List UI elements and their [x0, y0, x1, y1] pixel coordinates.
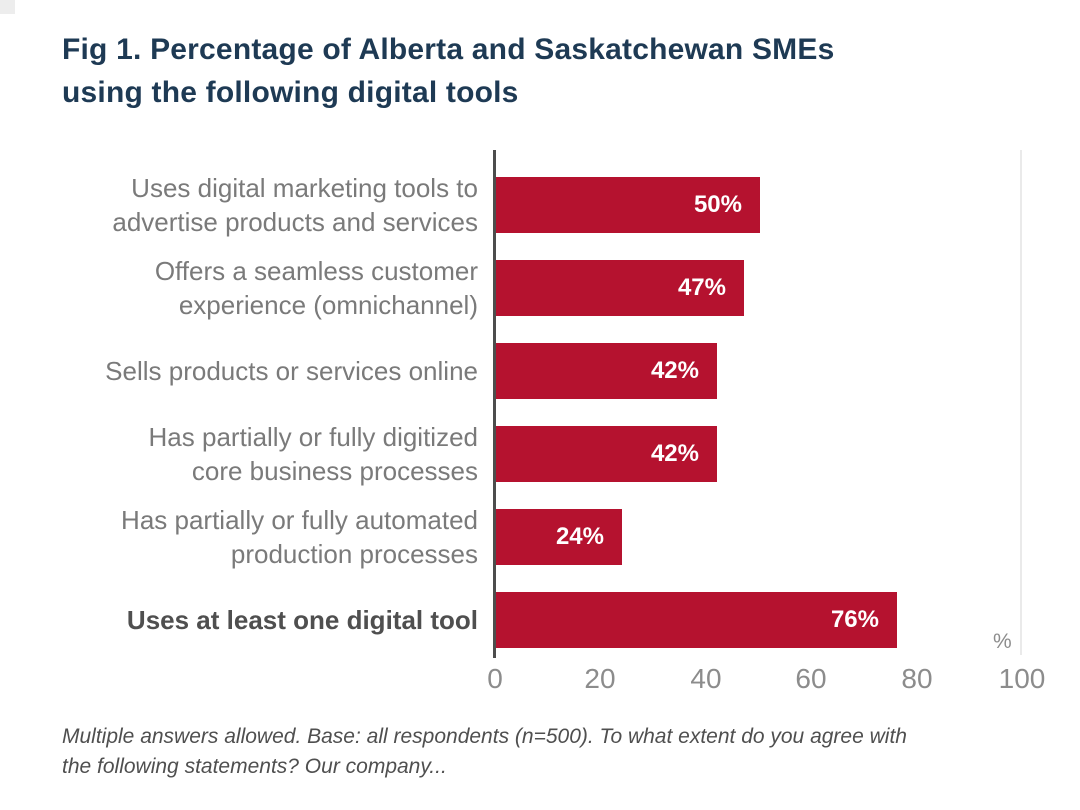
- bar-row: Has partially or fully automated product…: [0, 495, 1080, 578]
- category-label: Uses at least one digital tool: [126, 604, 478, 635]
- value-label: 42%: [650, 356, 699, 384]
- footnote: Multiple answers allowed. Base: all resp…: [62, 725, 907, 778]
- bar-row: Uses at least one digital tool 76%: [0, 578, 1080, 661]
- gridline-100: [1020, 150, 1022, 655]
- x-tick-label: 40: [690, 663, 722, 694]
- x-tick-label: 80: [901, 663, 933, 694]
- bar: 42%: [496, 342, 717, 399]
- bar-row: Offers a seamless customer experience (o…: [0, 246, 1080, 329]
- bar-rows: Uses digital marketing tools to advertis…: [0, 163, 1080, 661]
- bar: 24%: [496, 508, 622, 565]
- x-tick-label: 60: [795, 663, 827, 694]
- bar-row: Uses digital marketing tools to advertis…: [0, 163, 1080, 246]
- bar: 42%: [496, 425, 717, 482]
- bar: 47%: [496, 259, 744, 316]
- x-tick-label: 20: [584, 663, 616, 694]
- corner-artifact: [0, 0, 15, 14]
- figure-title: Fig 1. Percentage of Alberta and Saskatc…: [62, 33, 835, 109]
- bar-chart: Uses digital marketing tools to advertis…: [0, 150, 1080, 658]
- category-label: Sells products or services online: [105, 355, 478, 386]
- unit-label: %: [993, 630, 1012, 653]
- category-label: Has partially or fully automated product…: [121, 504, 478, 569]
- category-label: Offers a seamless customer experience (o…: [154, 255, 478, 320]
- x-tick-label: 100: [998, 663, 1046, 694]
- bar: 76%: [496, 591, 897, 648]
- value-label: 47%: [677, 273, 726, 301]
- y-axis-line: [493, 150, 496, 658]
- value-label: 50%: [693, 190, 742, 218]
- category-label: Uses digital marketing tools to advertis…: [112, 172, 478, 237]
- value-label: 24%: [555, 522, 604, 550]
- category-label: Has partially or fully digitized core bu…: [148, 421, 478, 486]
- x-tick-label: 0: [487, 663, 503, 694]
- value-label: 76%: [830, 605, 879, 633]
- x-axis-ticks: 0 20 40 60 80 100: [0, 663, 1080, 703]
- value-label: 42%: [650, 439, 699, 467]
- bar-row: Has partially or fully digitized core bu…: [0, 412, 1080, 495]
- bar: 50%: [496, 176, 760, 233]
- bar-row: Sells products or services online 42%: [0, 329, 1080, 412]
